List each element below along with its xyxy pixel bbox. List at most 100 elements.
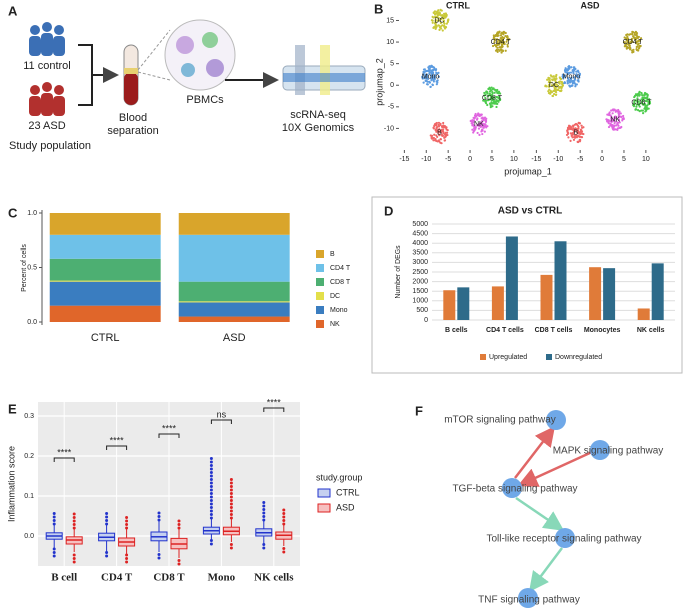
cell-dot <box>500 49 503 52</box>
y-tick-label: 0.2 <box>24 453 34 460</box>
y-tick-label: 1.0 <box>27 210 37 217</box>
cell-dot <box>435 129 438 132</box>
cell-dot <box>577 121 580 124</box>
cluster-label: CD4 T <box>623 39 644 46</box>
cell-dot <box>617 112 621 115</box>
x-tick-label: 0 <box>468 156 472 163</box>
cell-dot <box>622 114 625 118</box>
cell-dot <box>629 33 632 36</box>
cluster-label: CD4 T <box>491 39 512 46</box>
cell-dot <box>571 70 575 73</box>
cell-dot <box>635 103 638 106</box>
cell-dot <box>431 65 435 69</box>
cell-dot <box>569 132 572 135</box>
legend-label: NK <box>330 321 340 328</box>
bar <box>491 286 504 320</box>
legend-swatch <box>316 320 324 328</box>
cell-dot <box>435 10 439 13</box>
panel-label: B <box>374 1 383 16</box>
chart-title: ASD vs CTRL <box>498 206 562 217</box>
cell-dot <box>437 24 441 27</box>
cell-dot <box>485 90 488 93</box>
x-tick-label: ASD <box>223 332 246 344</box>
cell-dot <box>554 91 558 94</box>
cell-dot <box>439 18 442 21</box>
cell-dot <box>622 41 626 44</box>
cell-dot <box>472 119 476 122</box>
cell-dot <box>644 105 647 108</box>
label: 10X Genomics <box>282 122 355 134</box>
legend-label: B <box>330 251 335 258</box>
cell-dot <box>439 141 442 144</box>
cell-dot <box>477 127 481 130</box>
cell-dot <box>641 94 644 97</box>
cluster-label: Mono <box>563 73 581 80</box>
significance-bracket <box>210 419 232 424</box>
bar <box>540 274 553 320</box>
y-tick-label: 4000 <box>412 240 428 247</box>
cell-dot <box>618 121 621 124</box>
cell-dot <box>431 21 434 24</box>
cell-dot <box>435 121 438 125</box>
cell-dot <box>471 124 474 127</box>
y-tick-label: 500 <box>416 307 428 314</box>
cell-dot <box>575 73 578 76</box>
cell-dot <box>491 88 494 91</box>
x-tick-label: NK cells <box>254 572 294 584</box>
cell-dot <box>482 119 485 122</box>
cell-dot <box>620 125 623 129</box>
cell-dot <box>433 76 436 80</box>
y-tick-label: 2500 <box>412 269 428 276</box>
label: 23 ASD <box>28 120 65 132</box>
cell-dot <box>609 124 612 127</box>
cell-dot <box>626 33 629 36</box>
cell-dot <box>645 99 649 103</box>
cell-dot <box>437 75 440 78</box>
cell-dot <box>424 76 427 79</box>
legend-title: study.group <box>316 472 362 482</box>
cell-dot <box>582 132 585 136</box>
cell-dot <box>504 35 507 38</box>
x-tick-label: CD8 T <box>153 572 185 584</box>
cell-dot <box>497 38 500 42</box>
cell-dot <box>438 128 441 131</box>
cell-dot <box>638 105 641 108</box>
cell-dot <box>638 90 641 93</box>
cell-dot <box>444 26 448 29</box>
cell-dot <box>502 30 505 34</box>
cell-dot <box>501 39 504 42</box>
cell-dot <box>499 97 502 101</box>
cell-dot <box>436 19 439 22</box>
cell-dot <box>493 96 496 99</box>
label: 11 control <box>23 60 71 72</box>
cell-dot <box>435 83 438 86</box>
cell-dot <box>431 72 435 75</box>
cell-dot <box>633 36 636 39</box>
cell-dot <box>635 105 638 108</box>
cell-dot <box>574 85 577 88</box>
cell-dot <box>432 11 435 14</box>
cell-dot <box>447 18 450 21</box>
cell-dot <box>431 83 434 86</box>
cell-dot <box>491 91 494 94</box>
x-tick-label: B cells <box>445 327 468 334</box>
cell-dot <box>620 115 623 119</box>
cell-dot <box>614 115 618 119</box>
cluster-label: DC <box>434 17 444 24</box>
cell-dot <box>557 88 560 92</box>
cell-dot <box>436 81 439 84</box>
cell-dot <box>422 81 425 84</box>
cell-dot <box>443 26 446 29</box>
cell-dot <box>578 131 581 134</box>
cell-dot <box>493 43 497 47</box>
bar <box>637 308 650 320</box>
cell-dot <box>545 85 548 88</box>
cell-dot <box>500 51 503 54</box>
cell-dot <box>555 77 558 80</box>
legend-swatch <box>480 354 486 360</box>
cell-dot <box>565 68 569 71</box>
edge <box>515 496 565 531</box>
x-tick-label: Mono <box>208 572 236 584</box>
cell-dot <box>567 128 570 131</box>
cell-dot <box>432 136 435 140</box>
